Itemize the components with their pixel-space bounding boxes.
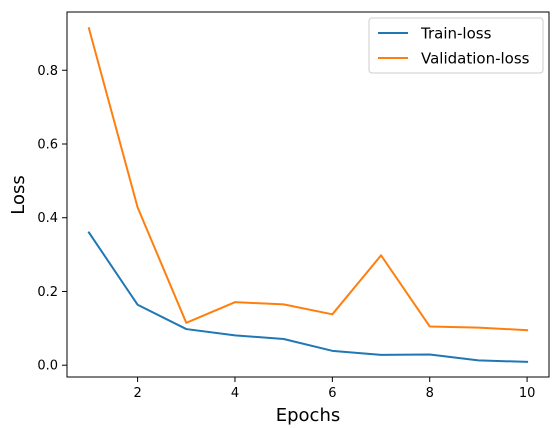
series-line-validation-loss xyxy=(87,26,529,332)
y-tick-label: 0.8 xyxy=(37,64,58,79)
y-tick-label: 0.0 xyxy=(37,359,58,374)
x-axis-ticks: 2 4 6 8 10 xyxy=(133,377,535,401)
legend-box xyxy=(368,17,544,74)
x-tick-label: 10 xyxy=(519,386,536,401)
legend-label-validation-loss: Validation-loss xyxy=(421,50,530,68)
y-tick-label: 0.6 xyxy=(37,137,58,152)
y-tick-label: 0.2 xyxy=(37,285,58,300)
x-tick-label: 4 xyxy=(231,386,239,401)
series-line-train-loss xyxy=(87,231,529,363)
y-tick-label: 0.4 xyxy=(37,211,58,226)
x-tick-label: 2 xyxy=(133,386,141,401)
y-axis-ticks: 0.0 0.2 0.4 0.6 0.8 xyxy=(37,64,67,374)
x-tick-label: 6 xyxy=(328,386,336,401)
x-axis-title: Epochs xyxy=(276,405,341,426)
plot-frame xyxy=(66,11,550,378)
series-layer xyxy=(87,26,529,363)
y-axis-title: Loss xyxy=(8,175,29,214)
legend: Train-loss Validation-loss xyxy=(368,17,544,74)
legend-label-train-loss: Train-loss xyxy=(420,25,492,43)
x-tick-label: 8 xyxy=(426,386,434,401)
